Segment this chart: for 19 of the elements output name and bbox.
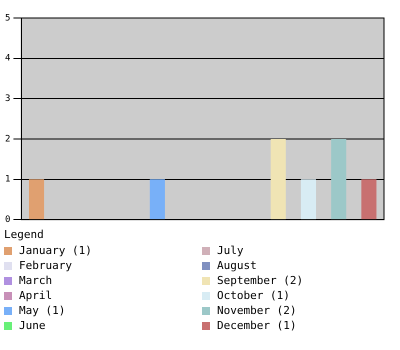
y-tick-label: 4 [4,54,10,64]
legend-label: December (1) [217,319,296,332]
legend-label: May (1) [19,304,66,317]
legend-label: June [19,319,46,332]
legend-label: October (1) [217,289,290,302]
legend-label: November (2) [217,304,296,317]
legend-title: Legend [4,228,45,241]
legend-label: February [19,259,72,272]
y-tick-label: 1 [4,174,10,185]
legend-label: March [19,274,52,287]
y-tick-label: 3 [4,94,10,104]
legend-label: September (2) [217,274,304,287]
legend-label: January (1) [19,244,92,257]
legend-label: April [19,289,52,302]
legend-label: July [217,244,244,257]
y-tick-label: 5 [4,13,10,24]
y-tick-label: 0 [4,214,10,225]
y-tick-label: 2 [4,134,10,144]
legend-label: August [217,259,257,272]
